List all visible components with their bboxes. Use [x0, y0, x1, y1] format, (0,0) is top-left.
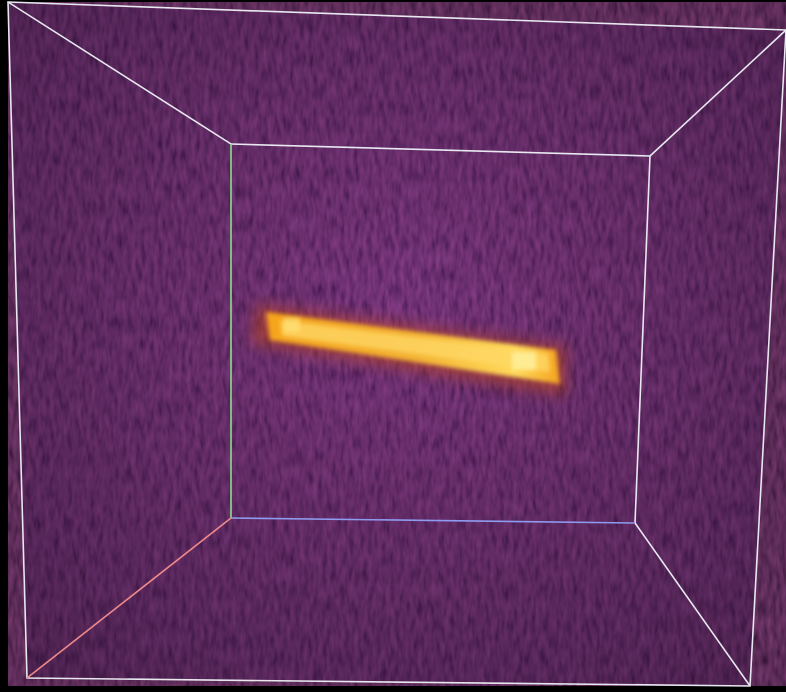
rod-core — [280, 320, 550, 372]
bounding-box-edge — [230, 143, 651, 157]
bounding-box-edge — [7, 1, 232, 145]
rod-hotspot — [512, 352, 536, 370]
bounding-box-edge — [634, 522, 751, 687]
x-axis-line — [26, 517, 232, 679]
bright-rod-object — [252, 304, 566, 396]
z-axis-line — [230, 517, 636, 524]
bounding-box-edge — [649, 29, 786, 157]
rod-hotspot — [284, 318, 300, 332]
bounding-box — [7, 1, 786, 687]
bounding-box-edge — [634, 155, 651, 524]
